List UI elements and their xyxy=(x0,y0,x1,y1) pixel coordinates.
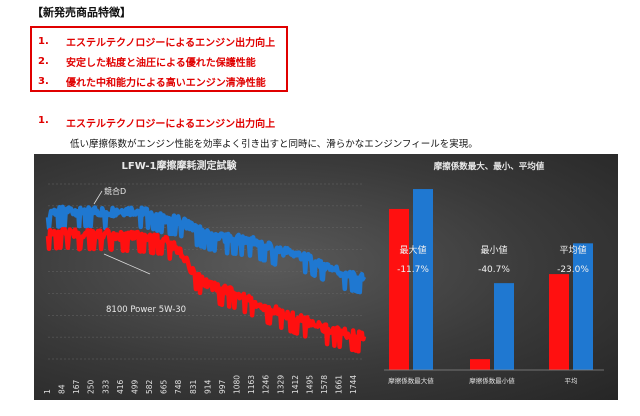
x-tick-label: 1 xyxy=(43,389,52,394)
x-tick-label: 1495 xyxy=(305,375,314,394)
feature-number: 2. xyxy=(38,55,49,67)
x-tick-label: 84 xyxy=(58,384,67,394)
series-label-leader xyxy=(103,253,151,275)
bar-category-label: 摩擦係数最大値 xyxy=(388,376,434,385)
chart-panel: LFW-1摩擦摩耗測定試験 1 84 167 250 333 416 499 582 665 74… xyxy=(34,154,618,400)
x-tick-label: 1661 xyxy=(335,375,344,394)
bar-category-label: 摩擦係数最小値 xyxy=(469,376,515,385)
bar-category-label: 平均 xyxy=(565,376,579,385)
bar-competitor xyxy=(494,283,514,370)
x-tick-label: 1163 xyxy=(247,375,256,394)
section-title-text: エステルテクノロジーによるエンジン出力向上 xyxy=(66,119,276,130)
bar-annotation-value: -40.7% xyxy=(478,265,510,275)
section-description: 低い摩擦係数がエンジン性能を効率よく引き出すと同時に、滑らかなエンジンフィールを… xyxy=(70,139,478,150)
x-tick-label: 1329 xyxy=(276,375,285,394)
series-label-leader xyxy=(93,190,103,205)
line-chart-title: LFW-1摩擦摩耗測定試験 xyxy=(122,159,238,172)
x-tick-label: 167 xyxy=(72,379,81,394)
bar-annotation-label: 平均値 xyxy=(559,244,586,256)
x-tick-label: 997 xyxy=(218,379,227,394)
series-label-competitor: 競合D xyxy=(104,186,126,196)
bar-competitor xyxy=(413,189,433,370)
feature-number: 1. xyxy=(38,35,49,47)
section-number: 1. xyxy=(38,115,49,126)
charts-svg: LFW-1摩擦摩耗測定試験 1 84 167 250 333 416 499 582 665 74… xyxy=(43,159,604,394)
x-tick-label: 831 xyxy=(189,379,198,394)
line-series-product xyxy=(45,226,367,354)
line-series-competitor xyxy=(45,204,367,295)
page-heading: 【新発売商品特徴】 xyxy=(32,6,131,19)
line-chart-x-ticks: 1 84 167 250 333 416 499 582 665 748 831 914 997 1080… xyxy=(43,375,358,394)
feature-text: エステルテクノロジーによるエンジン出力向上 xyxy=(66,37,276,49)
bar-annotation-label: 最大値 xyxy=(399,244,426,256)
bar-chart-annotations: 最大値 -11.7% 最小値 -40.7% 平均値 -23.0% xyxy=(397,244,589,275)
bar-product xyxy=(470,359,490,370)
x-tick-label: 1080 xyxy=(233,375,242,394)
bar-chart: 摩擦係数最大、最小、平均値 摩擦係数最大値 摩擦係数最小値 平均 最大値 -11.7%… xyxy=(384,161,604,385)
bar-chart-bars xyxy=(384,189,604,371)
bar-annotation-label: 最小値 xyxy=(480,244,507,256)
x-tick-label: 665 xyxy=(160,379,169,394)
x-tick-label: 1412 xyxy=(291,375,300,394)
feature-number: 3. xyxy=(38,75,49,87)
feature-list: 1. エステルテクノロジーによるエンジン出力向上 2. 安定した粘度と油圧による… xyxy=(30,26,288,92)
x-tick-label: 914 xyxy=(203,379,212,394)
bar-product xyxy=(389,208,409,370)
bar-product xyxy=(549,274,569,370)
x-tick-label: 748 xyxy=(174,379,183,394)
feature-item: 1. エステルテクノロジーによるエンジン出力向上 xyxy=(38,31,286,51)
x-tick-label: 1744 xyxy=(349,375,358,394)
bar-annotation-value: -11.7% xyxy=(397,265,429,275)
x-tick-label: 1578 xyxy=(320,375,329,394)
x-tick-label: 582 xyxy=(145,379,154,394)
series-label-product: 8100 Power 5W-30 xyxy=(106,305,186,315)
bar-annotation-value: -23.0% xyxy=(557,265,589,275)
x-tick-label: 333 xyxy=(101,379,110,394)
x-tick-label: 1246 xyxy=(262,375,271,394)
section-title: 1. エステルテクノロジーによるエンジン出力向上 xyxy=(38,115,275,130)
x-tick-label: 250 xyxy=(87,379,96,394)
x-tick-label: 416 xyxy=(116,379,125,394)
x-tick-label: 499 xyxy=(130,379,139,394)
line-chart: LFW-1摩擦摩耗測定試験 1 84 167 250 333 416 499 582 665 74… xyxy=(43,159,367,394)
line-chart-series xyxy=(45,204,367,354)
feature-text: 優れた中和能力による高いエンジン清浄性能 xyxy=(66,77,266,89)
feature-text: 安定した粘度と油圧による優れた保護性能 xyxy=(66,57,256,69)
feature-item: 2. 安定した粘度と油圧による優れた保護性能 xyxy=(38,51,286,71)
feature-item: 3. 優れた中和能力による高いエンジン清浄性能 xyxy=(38,71,286,91)
bar-chart-title: 摩擦係数最大、最小、平均値 xyxy=(433,161,545,172)
bar-competitor xyxy=(573,243,593,370)
bar-chart-categories: 摩擦係数最大値 摩擦係数最小値 平均 xyxy=(388,376,578,385)
